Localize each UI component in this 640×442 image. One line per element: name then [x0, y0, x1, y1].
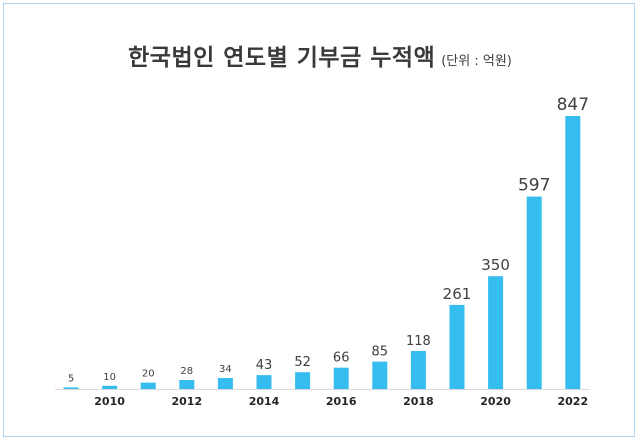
- x-tick-label-2010: 2010: [94, 395, 125, 408]
- bar-2016: [333, 367, 349, 389]
- bar-2018: [410, 351, 426, 389]
- chart-title: 한국법인 연도별 기부금 누적액: [128, 45, 436, 71]
- bar-2012: [179, 380, 195, 389]
- bar-2011: [140, 382, 156, 389]
- bar-2021: [526, 196, 542, 389]
- data-label-2014: 43: [256, 358, 273, 373]
- bar-2010: [102, 385, 118, 389]
- bar-2022: [565, 116, 581, 389]
- data-label-2016: 66: [333, 351, 350, 366]
- x-tick-label-2012: 2012: [171, 395, 202, 408]
- data-label-2020: 350: [481, 256, 510, 274]
- x-tick-label-2018: 2018: [403, 395, 434, 408]
- x-tick-label-2022: 2022: [557, 395, 588, 408]
- bar-2019: [449, 304, 465, 389]
- data-label-2019: 261: [443, 285, 472, 303]
- bar-2014: [256, 375, 272, 389]
- data-label-2015: 52: [294, 355, 311, 370]
- bar-2015: [295, 372, 311, 389]
- data-label-2021: 597: [518, 176, 550, 196]
- bar-2009: [63, 387, 79, 389]
- data-label-2009: 5: [68, 373, 74, 384]
- x-tick-label-2016: 2016: [326, 395, 357, 408]
- data-label-2018: 118: [406, 334, 431, 349]
- x-tick-label-2020: 2020: [480, 395, 511, 408]
- data-label-2012: 28: [180, 366, 193, 377]
- chart-title-block: 한국법인 연도별 기부금 누적액 (단위 : 억원): [0, 38, 640, 72]
- data-label-2017: 85: [372, 345, 389, 360]
- bar-2020: [488, 276, 504, 389]
- unit-note: (단위 : 억원): [441, 54, 512, 69]
- bar-2017: [372, 361, 388, 389]
- data-label-2011: 20: [142, 369, 155, 380]
- bar-2013: [217, 378, 233, 389]
- data-label-2013: 34: [219, 364, 232, 375]
- data-label-2022: 847: [557, 95, 589, 115]
- data-label-2010: 10: [103, 372, 116, 383]
- x-tick-label-2014: 2014: [249, 395, 280, 408]
